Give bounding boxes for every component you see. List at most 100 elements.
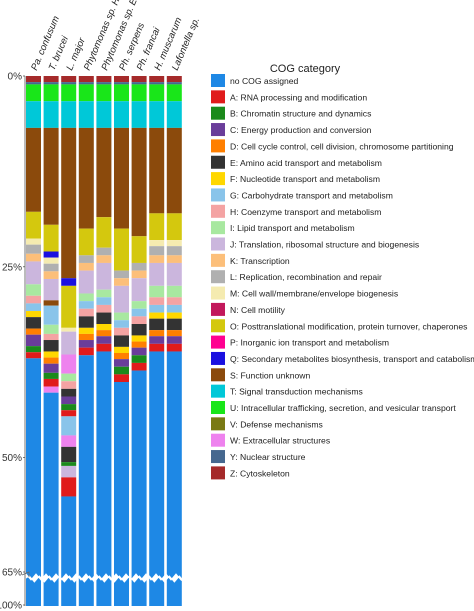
bar-l-major-seg-19: [61, 462, 77, 466]
bar-phytomonas-sp-hart1-seg-6: [78, 255, 94, 263]
bar-pa-confusum-seg-10: [26, 284, 41, 296]
bar-t-brucei-seg-8: [43, 263, 59, 272]
legend-label: U: Intracellular trafficking, secretion,…: [230, 403, 456, 413]
bar-t-brucei-seg-0: [43, 76, 59, 83]
bar-l-major-seg-4: [61, 127, 77, 279]
bar-ph-francai-seg-8: [131, 278, 147, 302]
bar-lafontella-sp-seg-3: [166, 101, 182, 128]
bar-pa-confusum-seg-12: [26, 303, 41, 312]
legend-label: Z: Cytoskeleton: [230, 468, 290, 478]
bar-l-major-seg-7: [61, 327, 77, 332]
y-tick-label: 65%: [2, 568, 22, 579]
bar-phytomonas-sp-hart1-seg-5: [78, 228, 94, 256]
bar-pa-confusum-seg-17: [26, 346, 41, 353]
bar-ph-francai-seg-16: [131, 355, 147, 363]
axis-break-mark: [21, 571, 30, 577]
legend-label: S: Function unknown: [230, 370, 310, 380]
legend-label: D: Cell cycle control, cell division, ch…: [230, 141, 454, 151]
bar-phytomonas-sp-em1-seg-13: [96, 324, 112, 331]
bar-t-brucei-seg-3: [43, 101, 59, 128]
bar-lafontella-sp-seg-9: [166, 262, 182, 286]
bar-ph-francai-seg-5: [131, 236, 147, 263]
bar-lafontella-sp-seg-0: [166, 76, 182, 83]
bar-lafontella-sp-seg-15: [166, 330, 182, 337]
bar-l-major-seg-17: [61, 435, 77, 447]
bar-ph-serpens-seg-5: [114, 228, 129, 271]
legend-swatch-d-cell-cycle-control-cel: [211, 139, 225, 153]
legend-label: W: Extracellular structures: [230, 436, 330, 446]
bar-h-muscarum-seg-8: [149, 255, 165, 263]
bar-ph-francai-seg-12: [131, 324, 147, 336]
bar-h-muscarum-seg-6: [149, 240, 165, 247]
legend-label: A: RNA processing and modification: [230, 92, 367, 102]
bar-ph-francai-seg-17: [131, 362, 147, 371]
bar-pa-confusum-seg-13: [26, 311, 41, 318]
bar-phytomonas-sp-hart1-seg-7: [78, 262, 94, 271]
bar-pa-confusum-seg-0: [26, 76, 41, 83]
legend-swatch-l-replication-recombinat: [211, 270, 225, 284]
bar-t-brucei-seg-20: [43, 378, 59, 387]
bar-h-muscarum-seg-2: [149, 84, 165, 102]
legend-swatch-g-carbohydrate-transport: [211, 188, 225, 202]
bar-phytomonas-sp-em1-seg-6: [96, 247, 112, 256]
bar-lafontella-sp-seg-18: [166, 351, 182, 606]
bar-t-brucei-seg-1: [43, 82, 59, 85]
legend-label: L: Replication, recombination and repair: [230, 272, 382, 282]
bar-t-brucei-seg-21: [43, 386, 59, 393]
legend-swatch-t-signal-transduction-me: [211, 384, 225, 398]
bar-l-major-seg-6: [61, 285, 77, 328]
bar-pa-confusum-seg-5: [26, 211, 41, 239]
legend-swatch-s-function-unknown: [211, 368, 225, 382]
bar-phytomonas-sp-hart1-seg-2: [78, 84, 94, 102]
bar-ph-serpens-seg-17: [114, 374, 129, 382]
bar-t-brucei-seg-12: [43, 305, 59, 325]
bar-l-major-seg-15: [61, 410, 77, 417]
bar-lafontella-sp-seg-10: [166, 285, 182, 298]
bar-pa-confusum-seg-4: [26, 127, 41, 212]
legend-swatch-j-translation-ribosomal-: [211, 237, 225, 251]
bar-phytomonas-sp-em1-seg-11: [96, 304, 112, 313]
bar-t-brucei-seg-14: [43, 333, 59, 341]
bar-t-brucei-seg-10: [43, 278, 59, 301]
bar-l-major-seg-10: [61, 373, 77, 382]
bar-ph-serpens-seg-10: [114, 320, 129, 328]
bar-t-brucei-seg-13: [43, 324, 59, 334]
bar-phytomonas-sp-hart1-seg-4: [78, 127, 94, 229]
legend-label: N: Cell motility: [230, 305, 286, 315]
bar-phytomonas-sp-hart1-seg-17: [78, 355, 94, 606]
y-tick-label: 0%: [8, 72, 23, 83]
legend-label: K: Transcription: [230, 256, 290, 266]
bar-lafontella-sp-seg-8: [166, 255, 182, 263]
bar-lafontella-sp-seg-2: [166, 84, 182, 102]
legend-swatch-y-nuclear-structure: [211, 450, 225, 464]
bar-pa-confusum-seg-6: [26, 238, 41, 245]
bar-pa-confusum-seg-7: [26, 244, 41, 254]
bar-phytomonas-sp-em1-seg-15: [96, 336, 112, 344]
bar-ph-francai-seg-11: [131, 316, 147, 324]
bar-phytomonas-sp-hart1-seg-8: [78, 270, 94, 294]
bar-phytomonas-sp-em1-seg-5: [96, 217, 112, 248]
bar-ph-serpens-seg-0: [114, 76, 129, 83]
bar-lafontella-sp-seg-12: [166, 304, 182, 313]
bar-phytomonas-sp-hart1-seg-11: [78, 308, 94, 317]
legend-label: G: Carbohydrate transport and metabolism: [230, 190, 393, 200]
bar-pa-confusum-seg-11: [26, 295, 41, 304]
legend-label: F: Nucleotide transport and metabolism: [230, 174, 380, 184]
bar-h-muscarum-seg-17: [149, 343, 165, 352]
legend-label: I: Lipid transport and metabolism: [230, 223, 355, 233]
legend-swatch-q-secondary-metabolites-: [211, 351, 225, 365]
bar-t-brucei-seg-7: [43, 257, 59, 264]
bar-phytomonas-sp-hart1-seg-12: [78, 316, 94, 328]
bar-t-brucei-seg-15: [43, 340, 59, 352]
y-tick-label: 25%: [2, 262, 22, 273]
bar-ph-serpens-seg-3: [114, 101, 129, 128]
bar-pa-confusum-seg-3: [26, 101, 41, 128]
bar-ph-francai-seg-0: [131, 76, 147, 83]
bar-phytomonas-sp-em1-seg-16: [96, 343, 112, 352]
bar-h-muscarum-seg-12: [149, 304, 165, 313]
bars-layer: [26, 76, 182, 606]
bar-l-major-seg-12: [61, 388, 77, 397]
bar-lafontella-sp-seg-1: [166, 82, 182, 85]
bar-phytomonas-sp-hart1-seg-0: [78, 76, 94, 83]
